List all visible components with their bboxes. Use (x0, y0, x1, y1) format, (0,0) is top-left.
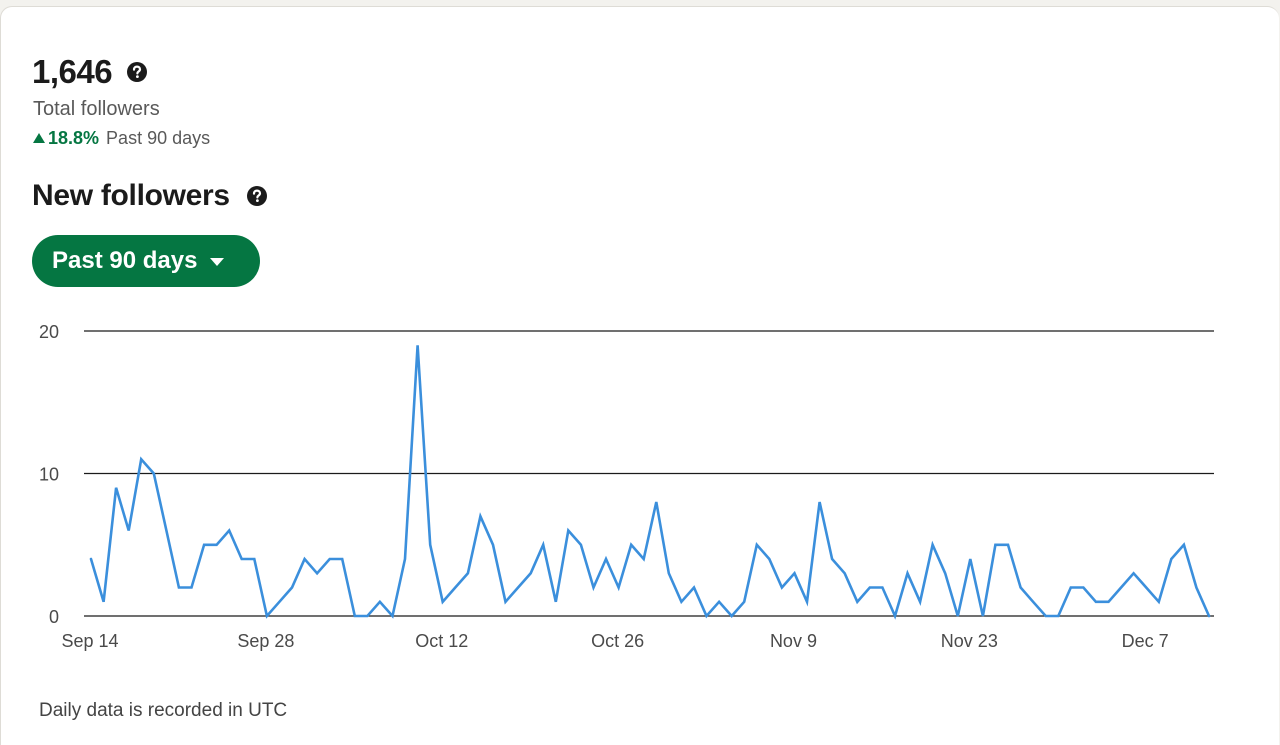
series-line (89, 345, 1211, 620)
x-tick-label: Sep 28 (237, 631, 294, 651)
time-range-dropdown[interactable]: Past 90 days (32, 235, 260, 287)
x-tick-label: Nov 9 (770, 631, 817, 651)
x-tick-label: Oct 26 (591, 631, 644, 651)
total-followers-row: 1,646 (32, 52, 148, 92)
growth-indicator: 18.8% Past 90 days (33, 127, 210, 149)
growth-period: Past 90 days (106, 128, 211, 148)
x-tick-label: Nov 23 (941, 631, 998, 651)
growth-value: 18.8% (48, 128, 100, 148)
x-tick-label: Oct 12 (415, 631, 468, 651)
time-range-label: Past 90 days (52, 247, 198, 274)
followers-card: 1,646 Total followers 18.8% Past 90 days… (0, 6, 1279, 745)
new-followers-chart: 0 10 20 Sep 14 Sep 28 Oct 12 Oct 26 Nov 9 Nov 23… (39, 322, 1214, 651)
y-tick-label: 10 (39, 465, 59, 485)
total-followers-label: Total followers (33, 98, 160, 120)
total-followers-value: 1,646 (32, 53, 113, 90)
question-circle-icon[interactable] (126, 61, 148, 83)
new-followers-header: New followers (32, 177, 268, 215)
x-tick-label: Dec 7 (1122, 631, 1169, 651)
y-tick-label: 20 (39, 322, 59, 342)
triangle-up-icon (33, 132, 45, 143)
utc-footnote: Daily data is recorded in UTC (39, 700, 288, 721)
section-title: New followers (32, 179, 230, 212)
caret-down-icon (210, 258, 225, 266)
question-circle-icon[interactable] (246, 185, 268, 207)
y-tick-label: 0 (49, 607, 59, 627)
x-tick-label: Sep 14 (61, 631, 118, 651)
